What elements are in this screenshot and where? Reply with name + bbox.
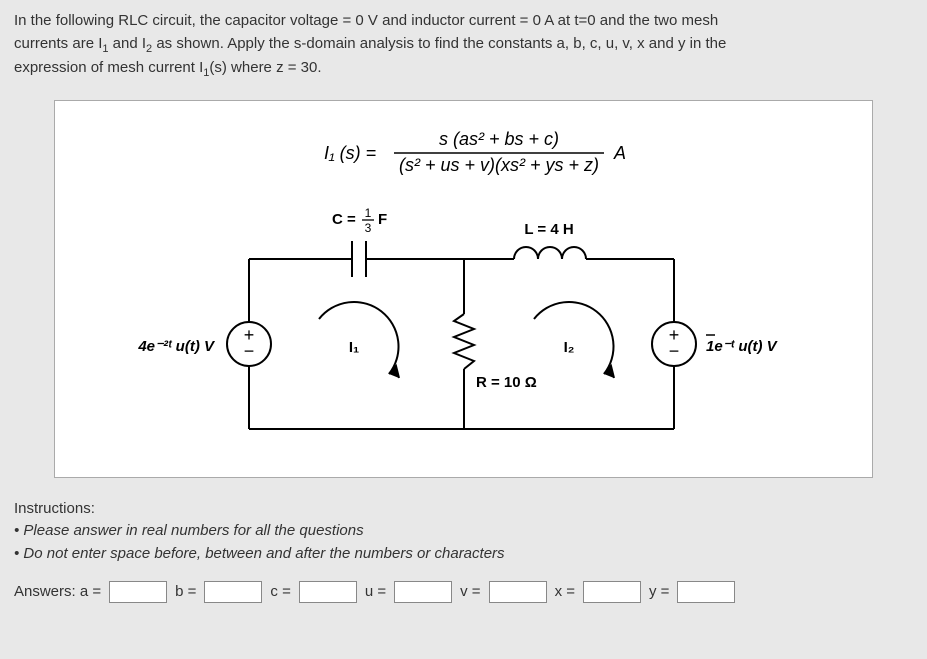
- left-source-label: 4e⁻²ᵗ u(t) V: [137, 338, 216, 355]
- formula-lhs: I₁ (s) =: [324, 143, 376, 163]
- c-label: C =: [332, 211, 356, 228]
- answer-x-label: x =: [555, 581, 575, 604]
- diagram-container: I₁ (s) = s (as² + bs + c) (s² + us + v)(…: [54, 100, 873, 478]
- intro-line1: In the following RLC circuit, the capaci…: [14, 12, 718, 29]
- answer-a-label: Answers: a =: [14, 581, 101, 604]
- answer-u-input[interactable]: [394, 581, 452, 603]
- instruction-bullet-2: • Do not enter space before, between and…: [14, 543, 913, 566]
- answer-v-label: v =: [460, 581, 480, 604]
- i1-label: I₁: [348, 339, 358, 356]
- intro-line2c: as shown. Apply the s-domain analysis to…: [152, 35, 726, 52]
- answer-b-label: b =: [175, 581, 196, 604]
- resistor-icon: [454, 314, 474, 369]
- mesh-arc-i2: [534, 301, 614, 373]
- right-source-minus: −: [668, 341, 679, 361]
- answer-a-input[interactable]: [109, 581, 167, 603]
- mesh-arrow-i1: [389, 366, 399, 378]
- answer-x-input[interactable]: [583, 581, 641, 603]
- instruction-bullet-1: • Please answer in real numbers for all …: [14, 520, 913, 543]
- mesh-arc-i1: [319, 301, 399, 373]
- l-label: L = 4 H: [524, 221, 573, 238]
- instructions-header: Instructions:: [14, 498, 913, 521]
- answer-y-label: y =: [649, 581, 669, 604]
- problem-statement: In the following RLC circuit, the capaci…: [14, 10, 913, 82]
- c-frac-den: 3: [364, 221, 371, 235]
- answer-y-input[interactable]: [677, 581, 735, 603]
- answer-u-label: u =: [365, 581, 386, 604]
- circuit-svg: I₁ (s) = s (as² + bs + c) (s² + us + v)(…: [104, 119, 824, 459]
- left-source-minus: −: [243, 341, 254, 361]
- formula-den: (s² + us + v)(xs² + ys + z): [398, 155, 598, 175]
- answer-v-input[interactable]: [489, 581, 547, 603]
- r-label: R = 10 Ω: [476, 374, 537, 391]
- answer-c-label: c =: [270, 581, 290, 604]
- c-unit: F: [378, 211, 387, 228]
- intro-line3b: (s) where z = 30.: [209, 59, 321, 76]
- intro-line2a: currents are I: [14, 35, 102, 52]
- c-frac-num: 1: [364, 206, 371, 220]
- answer-b-input[interactable]: [204, 581, 262, 603]
- intro-line3a: expression of mesh current I: [14, 59, 203, 76]
- i2-label: I₂: [563, 339, 574, 356]
- instructions-block: Instructions: • Please answer in real nu…: [14, 498, 913, 566]
- answers-row: Answers: a = b = c = u = v = x = y =: [14, 581, 913, 604]
- intro-line2b: and I: [109, 35, 147, 52]
- formula-num: s (as² + bs + c): [438, 129, 558, 149]
- inductor-icon: [514, 247, 586, 259]
- answer-c-input[interactable]: [299, 581, 357, 603]
- right-source-label: 1e⁻ᵗ u(t) V: [706, 338, 779, 355]
- formula-rhs: A: [613, 143, 626, 163]
- mesh-arrow-i2: [604, 366, 614, 378]
